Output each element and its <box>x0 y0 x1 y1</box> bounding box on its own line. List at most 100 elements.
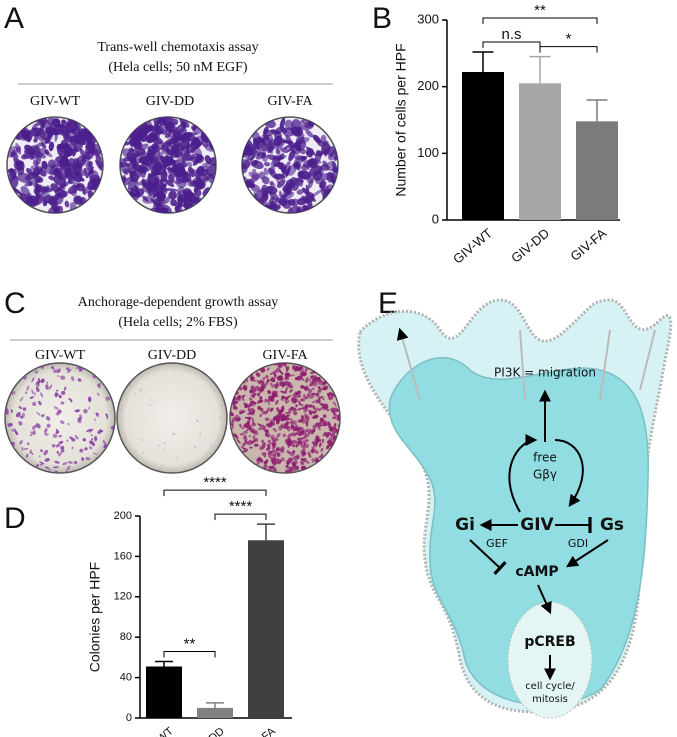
cell <box>164 132 171 139</box>
cell <box>267 422 275 427</box>
image-label: GIV-DD <box>148 348 196 363</box>
error-bar <box>586 99 608 122</box>
cell <box>256 392 261 397</box>
cell <box>193 187 198 193</box>
cell <box>266 154 278 161</box>
cell <box>89 440 95 445</box>
cell <box>64 470 68 473</box>
cell <box>243 447 246 451</box>
dish-texture <box>7 117 103 213</box>
significance-bracket <box>539 46 598 53</box>
cell <box>282 166 289 179</box>
cell <box>268 455 272 459</box>
cell <box>142 195 156 204</box>
cell <box>261 442 266 450</box>
cell <box>160 169 168 182</box>
cell <box>27 442 30 445</box>
cell <box>14 160 25 171</box>
cell <box>256 150 262 156</box>
cell <box>332 430 336 436</box>
cell <box>258 379 262 385</box>
cell <box>315 392 320 397</box>
diagram-label: mitosis <box>532 694 568 705</box>
cell <box>270 159 281 168</box>
cell <box>305 150 313 158</box>
cell <box>305 377 309 384</box>
cell <box>163 449 165 451</box>
cell <box>84 447 88 451</box>
cell <box>150 398 152 401</box>
significance-bracket <box>163 489 267 497</box>
cell <box>56 389 59 392</box>
cell <box>317 420 323 428</box>
cell <box>77 378 82 382</box>
cell <box>54 470 60 473</box>
cell <box>288 149 296 162</box>
cell <box>324 406 329 411</box>
cell <box>233 433 239 439</box>
cell <box>159 149 168 156</box>
y-tick-label: 100 <box>417 145 439 160</box>
cell <box>291 205 300 213</box>
y-tick-label: 40 <box>120 672 132 684</box>
cell <box>261 176 270 185</box>
cell <box>63 146 69 154</box>
cell <box>22 412 25 419</box>
cell <box>311 378 317 385</box>
cell <box>39 461 44 464</box>
cell <box>70 129 76 135</box>
cell <box>322 414 327 418</box>
cell <box>26 168 33 176</box>
cell <box>151 143 159 150</box>
cell <box>95 412 100 416</box>
cell <box>61 390 66 395</box>
cell <box>169 154 174 164</box>
cell <box>182 198 194 206</box>
cell <box>26 385 30 391</box>
cell <box>178 196 184 201</box>
cell <box>263 461 268 466</box>
cell <box>308 378 312 383</box>
cell <box>275 204 281 211</box>
cell <box>302 406 308 411</box>
cell <box>33 391 36 396</box>
cell <box>130 157 138 168</box>
cell <box>7 168 14 173</box>
cell <box>301 458 305 462</box>
cell <box>333 413 338 418</box>
cell <box>263 464 268 470</box>
cell <box>259 413 263 418</box>
diagram-label: Gs <box>600 515 624 535</box>
cell <box>319 167 324 176</box>
cell <box>242 164 248 175</box>
cell <box>266 407 270 414</box>
cell <box>34 133 39 141</box>
cell <box>322 381 327 386</box>
cell <box>159 179 165 185</box>
cell <box>293 465 298 472</box>
cell <box>54 201 58 207</box>
cell <box>213 389 215 392</box>
diagram-label: PI3K = migration <box>494 366 596 380</box>
cell <box>86 136 93 147</box>
cell <box>54 460 60 464</box>
cell <box>297 170 311 180</box>
dish-texture <box>5 364 115 473</box>
cell <box>129 138 136 146</box>
cell <box>275 417 280 425</box>
cell <box>97 429 103 434</box>
cell <box>39 187 53 193</box>
cell <box>329 427 334 432</box>
cell <box>284 421 289 427</box>
cell <box>261 143 270 152</box>
cell <box>270 442 277 446</box>
cell <box>282 363 288 367</box>
cell <box>40 449 43 453</box>
cell <box>256 380 259 383</box>
cell <box>287 433 291 440</box>
cell <box>280 423 284 429</box>
cell <box>21 446 24 451</box>
cell <box>243 430 248 434</box>
cell <box>67 369 72 373</box>
cell <box>300 415 305 420</box>
